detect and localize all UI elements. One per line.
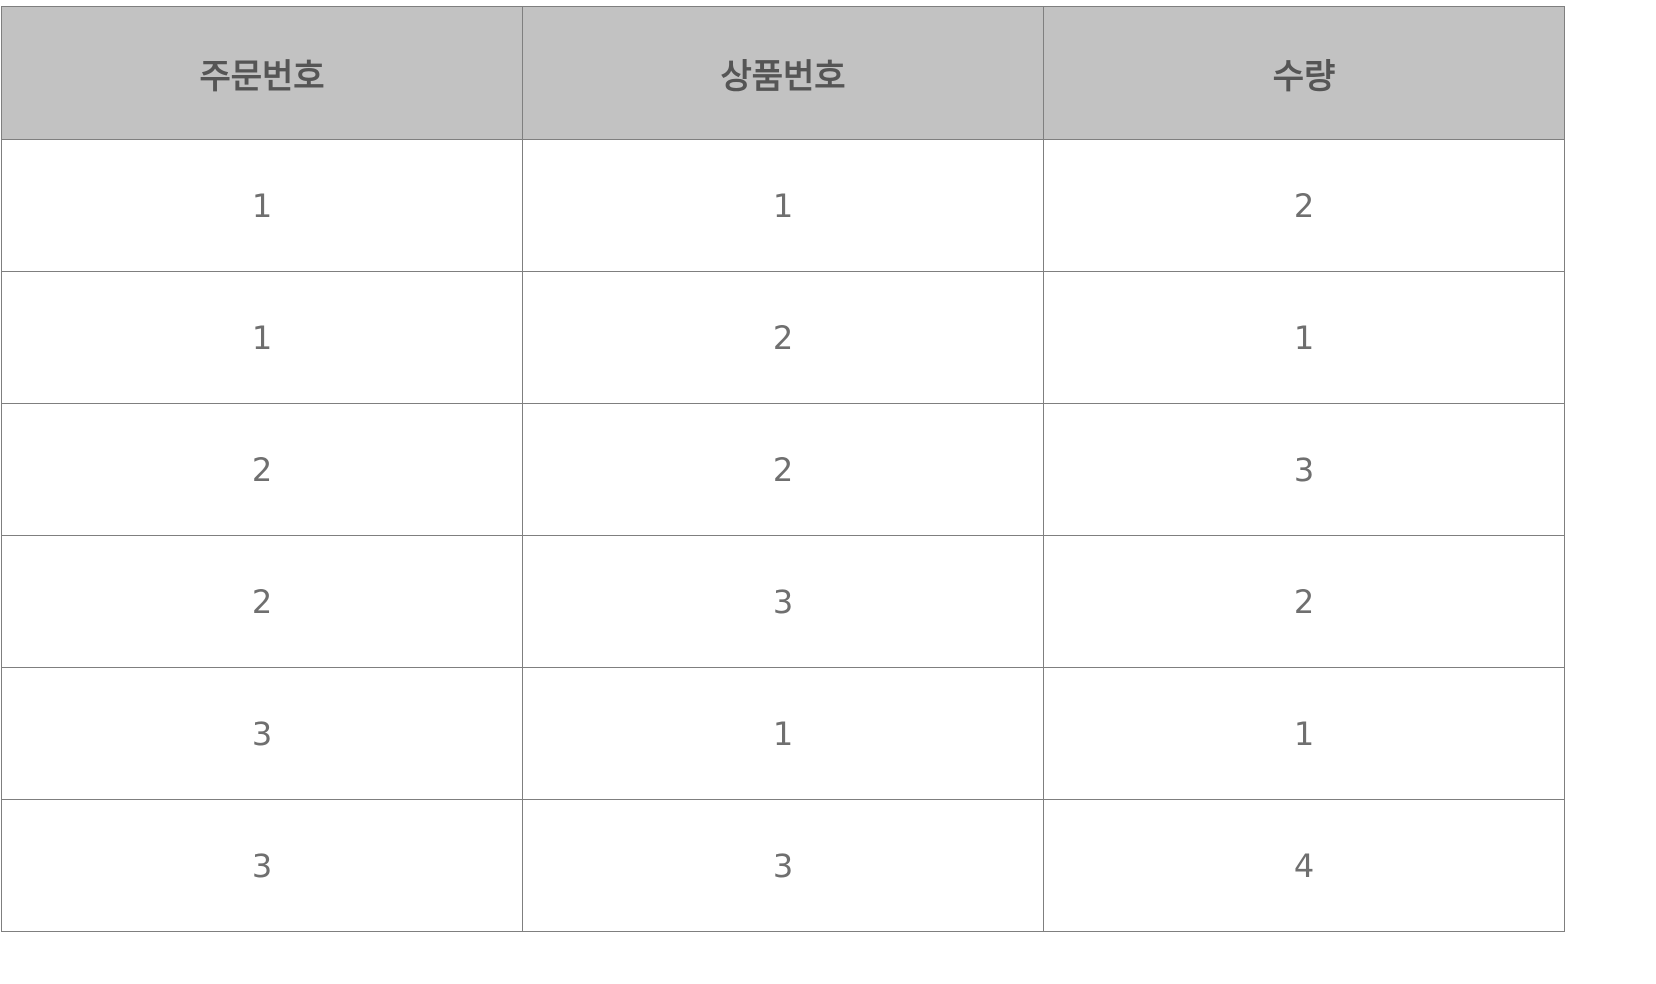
- cell-product-number: 2: [522, 271, 1044, 404]
- cell-quantity: 1: [1043, 667, 1565, 800]
- cell-product-number: 1: [522, 139, 1044, 272]
- table-body: 1 1 2 1 2 1 2 2 3 2 3 2 3 1 1 3 3 4: [1, 139, 1565, 932]
- cell-product-number: 3: [522, 799, 1044, 932]
- cell-order-number: 2: [1, 535, 523, 668]
- table-row: 1 1 2: [1, 139, 1565, 272]
- cell-product-number: 2: [522, 403, 1044, 536]
- cell-order-number: 1: [1, 139, 523, 272]
- header-product-number: 상품번호: [522, 6, 1044, 140]
- header-order-number: 주문번호: [1, 6, 523, 140]
- table-row: 2 2 3: [1, 403, 1565, 536]
- table-row: 1 2 1: [1, 271, 1565, 404]
- cell-product-number: 1: [522, 667, 1044, 800]
- cell-quantity: 4: [1043, 799, 1565, 932]
- table-row: 2 3 2: [1, 535, 1565, 668]
- cell-order-number: 1: [1, 271, 523, 404]
- cell-order-number: 2: [1, 403, 523, 536]
- cell-quantity: 1: [1043, 271, 1565, 404]
- order-items-table: 주문번호 상품번호 수량 1 1 2 1 2 1 2 2 3 2 3 2 3 1…: [1, 6, 1565, 932]
- cell-quantity: 3: [1043, 403, 1565, 536]
- table-header-row: 주문번호 상품번호 수량: [1, 6, 1565, 140]
- cell-quantity: 2: [1043, 535, 1565, 668]
- table-row: 3 1 1: [1, 667, 1565, 800]
- cell-order-number: 3: [1, 799, 523, 932]
- cell-product-number: 3: [522, 535, 1044, 668]
- table-header: 주문번호 상품번호 수량: [1, 6, 1565, 140]
- cell-quantity: 2: [1043, 139, 1565, 272]
- table-row: 3 3 4: [1, 799, 1565, 932]
- cell-order-number: 3: [1, 667, 523, 800]
- header-quantity: 수량: [1043, 6, 1565, 140]
